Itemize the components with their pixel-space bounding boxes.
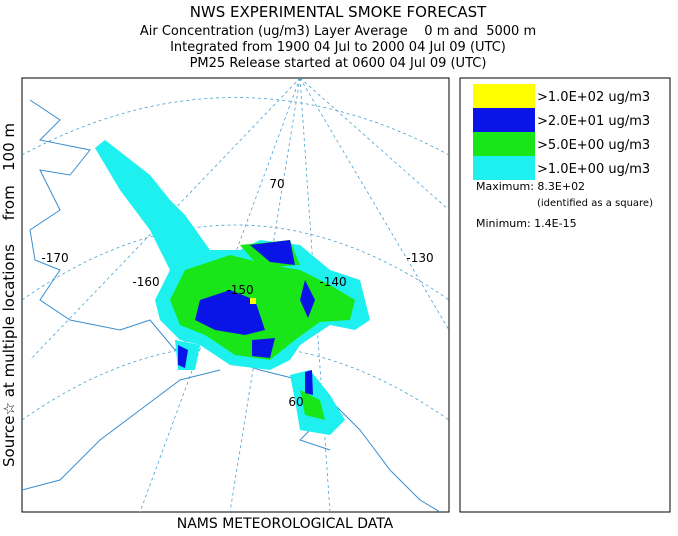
subtitle: Air Concentration (ug/m3) Layer Average … [140,24,536,39]
legend-label: >1.0E+00 ug/m3 [537,162,650,177]
legend-label: >5.0E+00 ug/m3 [537,138,650,153]
map-label: 60 [288,395,303,409]
maximum: Maximum: 8.3E+02 [476,180,585,193]
map-label: -140 [319,275,346,289]
subtitle: Integrated from 1900 04 Jul to 2000 04 J… [170,40,506,55]
subtitle: PM25 Release started at 0600 04 Jul 09 (… [190,56,487,71]
plume-blue [178,240,315,395]
legend-swatch [473,132,535,156]
legend-swatch [473,84,535,108]
maximum-note: (identified as a square) [537,198,653,209]
side-label: Source☆ at multiple locations from 100 m [0,123,18,467]
minimum: Minimum: 1.4E-15 [476,217,577,230]
map-label: -130 [406,251,433,265]
map-label: -160 [132,275,159,289]
title: NWS EXPERIMENTAL SMOKE FORECAST [190,3,487,21]
maximum-square [250,298,256,304]
map-label: 70 [269,177,284,191]
legend-swatch [473,156,535,180]
legend-swatch [473,108,535,132]
map-label: -170 [41,251,68,265]
legend: >1.0E+02 ug/m3 >2.0E+01 ug/m3 >5.0E+00 ug/… [473,84,650,180]
legend-label: >2.0E+01 ug/m3 [537,114,650,129]
legend-label: >1.0E+02 ug/m3 [537,90,650,105]
map: -170 -160 -150 -140 -130 70 60 [21,77,450,513]
footer: NAMS METEOROLOGICAL DATA [177,516,394,532]
map-label: -150 [226,283,253,297]
map-labels: -170 -160 -150 -140 -130 70 60 [41,177,433,409]
